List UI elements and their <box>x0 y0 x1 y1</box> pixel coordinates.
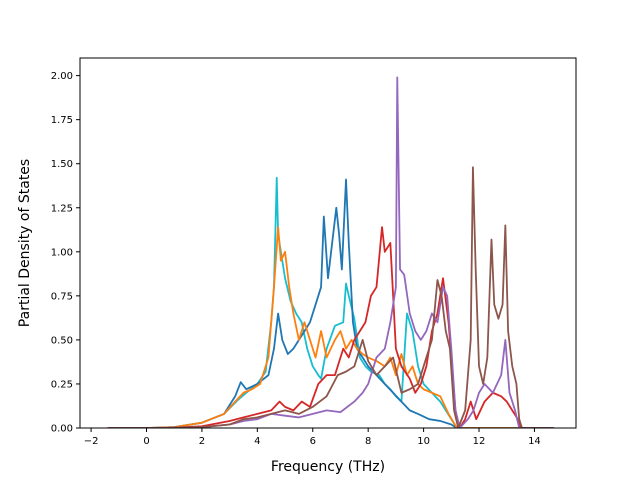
x-tick-label: 4 <box>254 436 260 447</box>
y-axis-label: Partial Density of States <box>17 159 33 327</box>
y-tick-label: 0.00 <box>51 424 73 435</box>
x-tick-label: 0 <box>143 436 149 447</box>
x-tick-label: 14 <box>528 436 541 447</box>
x-tick-label: 8 <box>365 436 371 447</box>
x-tick-label: 6 <box>310 436 316 447</box>
y-tick-label: 2.00 <box>51 71 73 82</box>
series-line-3 <box>107 226 554 428</box>
y-tick-label: 1.00 <box>51 247 73 258</box>
series-line-4 <box>107 226 554 428</box>
x-tick-label: 10 <box>417 436 430 447</box>
series-line-6 <box>107 166 554 428</box>
series-layer <box>107 76 554 428</box>
x-tick-label: 2 <box>199 436 205 447</box>
plot-frame <box>79 57 577 429</box>
x-tick-label: 12 <box>473 436 486 447</box>
y-tick-label: 1.50 <box>51 159 73 170</box>
x-axis-label: Frequency (THz) <box>271 459 385 475</box>
y-tick-label: 0.75 <box>51 291 73 302</box>
y-tick-label: 1.75 <box>51 115 73 126</box>
series-line-1 <box>107 176 554 428</box>
y-tick-label: 0.50 <box>51 335 73 346</box>
y-tick-label: 1.25 <box>51 203 73 214</box>
axes-layer: −2 0 2 4 6 8 10 12 14 0.00 0.25 0.50 0.75 1.00 1.25 1.5… <box>51 57 577 447</box>
y-tick-label: 0.25 <box>51 379 73 390</box>
series-line-2 <box>107 178 554 428</box>
x-tick-label: −2 <box>84 436 99 447</box>
series-line-5 <box>107 76 554 428</box>
